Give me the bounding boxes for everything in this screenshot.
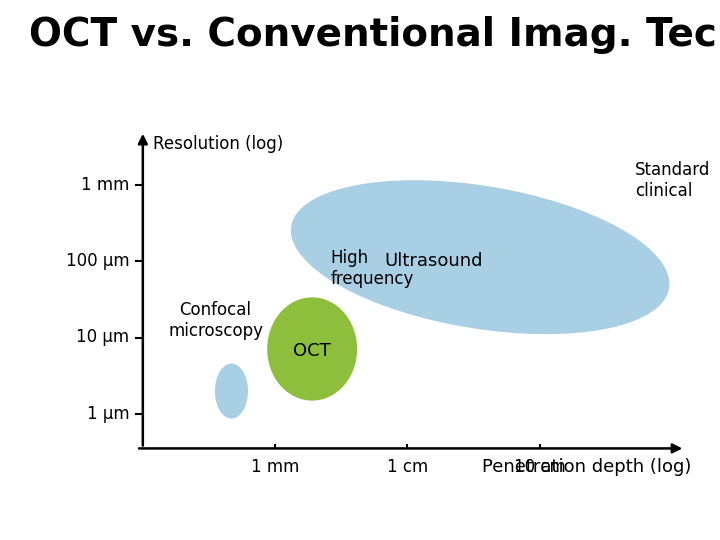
Text: Standard
clinical: Standard clinical xyxy=(635,161,711,200)
Text: 1 cm: 1 cm xyxy=(387,457,428,476)
Text: 100 μm: 100 μm xyxy=(66,252,130,270)
Text: OCT vs. Conventional Imag. Tech: OCT vs. Conventional Imag. Tech xyxy=(29,16,720,54)
Text: 1 mm: 1 mm xyxy=(81,176,130,193)
Text: 10 μm: 10 μm xyxy=(76,328,130,347)
Ellipse shape xyxy=(215,363,248,418)
Text: Resolution (log): Resolution (log) xyxy=(153,135,284,153)
Text: Penetration depth (log): Penetration depth (log) xyxy=(482,457,692,476)
Text: 1 μm: 1 μm xyxy=(87,405,130,423)
Text: Ultrasound: Ultrasound xyxy=(384,252,483,270)
Ellipse shape xyxy=(291,180,670,334)
Text: Confocal
microscopy: Confocal microscopy xyxy=(168,301,263,340)
Text: OCT: OCT xyxy=(293,342,331,360)
Text: High
frequency: High frequency xyxy=(330,249,414,288)
Text: 1 mm: 1 mm xyxy=(251,457,300,476)
Text: 10 cm: 10 cm xyxy=(514,457,565,476)
Ellipse shape xyxy=(267,298,357,401)
